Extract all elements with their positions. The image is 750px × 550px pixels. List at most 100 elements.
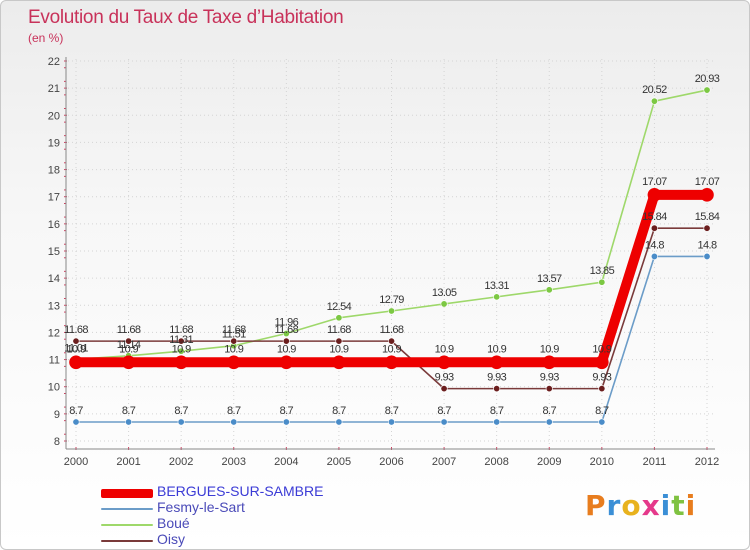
data-label: 10.9: [329, 343, 348, 355]
logo-letter: o: [621, 489, 642, 522]
y-tick-label: 21: [48, 83, 60, 95]
logo-letter: x: [641, 489, 661, 522]
data-point: [703, 252, 711, 260]
data-label: 11.68: [274, 324, 298, 336]
data-label: 8.7: [227, 405, 241, 417]
data-point: [282, 418, 290, 426]
data-label: 8.7: [280, 405, 294, 417]
grid-layer: [68, 59, 713, 447]
data-label: 11.96: [274, 317, 298, 329]
data-point: [650, 224, 658, 232]
data-label: 15.84: [695, 211, 720, 223]
chart-subtitle: (en %): [28, 31, 64, 45]
series-layer: [69, 86, 714, 426]
data-point: [69, 355, 83, 370]
data-label: 10.9: [119, 343, 138, 355]
data-point: [387, 337, 395, 345]
legend-swatch: [101, 524, 153, 526]
data-label: 10.9: [592, 343, 611, 355]
data-point: [125, 418, 133, 426]
data-label: 8.7: [69, 405, 83, 417]
data-label: 14.8: [697, 239, 716, 251]
legend-label: BERGUES-SUR-SAMBRE: [157, 483, 324, 499]
data-point: [230, 418, 238, 426]
legend-swatch: [101, 540, 153, 542]
y-tick-label: 8: [54, 436, 60, 448]
data-label: 8.7: [332, 405, 346, 417]
data-label: 13.05: [432, 287, 457, 299]
logo-letter: i: [685, 489, 697, 522]
data-point: [493, 293, 501, 301]
data-label: 12.54: [327, 301, 352, 313]
data-point: [703, 224, 711, 232]
data-point: [598, 418, 606, 426]
data-label: 10.9: [435, 343, 454, 355]
data-point: [121, 355, 136, 370]
data-point: [174, 355, 188, 370]
data-label: 12.79: [379, 294, 404, 306]
y-tick-label: 22: [48, 56, 60, 68]
data-label: 15.84: [642, 211, 667, 223]
data-point: [335, 418, 343, 426]
data-point: [282, 330, 290, 338]
data-label: 8.7: [174, 405, 188, 417]
y-tick-label: 14: [48, 273, 60, 285]
y-tick-label: 17: [48, 192, 60, 204]
data-point: [440, 418, 448, 426]
legend-label: Fesmy-le-Sart: [157, 499, 245, 515]
data-label: 9.93: [592, 372, 611, 384]
data-point: [335, 337, 343, 345]
data-label: 17.07: [695, 176, 720, 188]
data-label: 9.93: [540, 372, 559, 384]
data-label: 10.9: [224, 343, 243, 355]
data-point: [545, 385, 553, 393]
x-tick-label: 2007: [432, 456, 456, 468]
data-point: [493, 385, 501, 393]
data-point: [598, 278, 606, 286]
y-tick-label: 10: [48, 382, 60, 394]
proxiti-logo: Proxiti: [585, 489, 696, 522]
data-point: [598, 385, 606, 393]
x-tick-label: 2012: [695, 456, 719, 468]
legend-label: Boué: [157, 515, 190, 531]
chart-title: Evolution du Taux de Taxe d’Habitation: [28, 7, 344, 28]
data-point: [335, 314, 343, 322]
data-label: 10.9: [487, 343, 506, 355]
data-label-layer: 8.7 8.7 8.7 8.7 8.7 8.7 8.7 8.7 8.7 8.7 8.7 14.8 14.…: [64, 73, 720, 417]
y-tick-label: 15: [48, 246, 60, 258]
y-tick-label: 9: [54, 409, 60, 421]
logo-letter: t: [671, 489, 686, 522]
data-label: 11.68: [169, 324, 193, 336]
logo-letter: r: [606, 489, 622, 522]
data-point: [177, 347, 185, 355]
data-point: [650, 97, 658, 105]
x-tick-label: 2008: [484, 456, 508, 468]
legend-label: Oisy: [157, 531, 185, 547]
data-label: 13.85: [590, 265, 615, 277]
x-tick-label: 2003: [222, 456, 246, 468]
data-point: [440, 385, 448, 393]
x-tick-label: 2006: [379, 456, 403, 468]
data-label: 10.9: [277, 343, 296, 355]
data-label: 11.68: [222, 324, 246, 336]
data-point: [545, 286, 553, 294]
data-label: 8.7: [385, 405, 399, 417]
data-label: 8.7: [437, 405, 451, 417]
data-label: 10.9: [66, 343, 85, 355]
data-label: 11.31: [169, 334, 193, 346]
data-point: [72, 418, 80, 426]
data-label: 14.8: [645, 239, 664, 251]
data-point: [177, 337, 185, 345]
x-tick-label: 2010: [590, 456, 614, 468]
data-point: [72, 337, 80, 345]
data-point: [387, 418, 395, 426]
data-label: 8.7: [595, 405, 609, 417]
data-label: 9.93: [435, 372, 454, 384]
y-tick-label: 12: [48, 327, 60, 339]
data-label: 10.9: [382, 343, 401, 355]
data-point: [647, 188, 662, 202]
data-label: 9.93: [487, 372, 506, 384]
data-label: 11.68: [64, 324, 88, 336]
data-point: [703, 86, 711, 94]
legend-swatch: [101, 508, 153, 510]
